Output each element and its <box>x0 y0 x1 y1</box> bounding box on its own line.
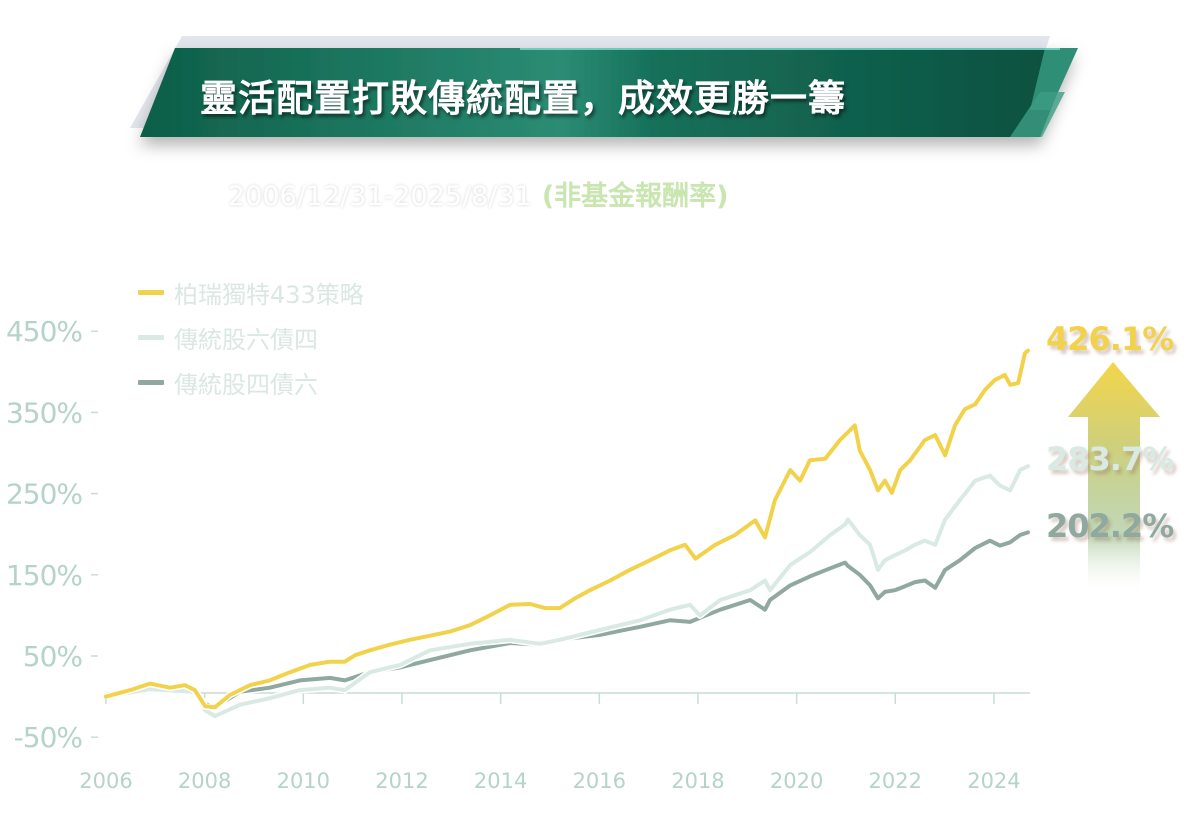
legend-swatch <box>138 380 164 385</box>
x-tick-label: 2022 <box>869 769 922 793</box>
legend-label: 柏瑞獨特433策略 <box>174 281 364 309</box>
x-tick-label: 2014 <box>474 769 527 793</box>
legend-swatch <box>138 335 164 340</box>
legend-label: 傳統股六債四 <box>174 326 318 354</box>
x-tick-label: 2010 <box>277 769 330 793</box>
y-tick-label: 350% <box>6 396 82 429</box>
y-tick-label: 450% <box>6 315 82 348</box>
series-line-2 <box>104 530 1030 710</box>
x-tick-label: 2012 <box>375 769 428 793</box>
date-range: 2006/12/31-2025/8/31 <box>228 181 532 212</box>
legend: 柏瑞獨特433策略 傳統股六債四 傳統股四債六 <box>138 270 364 405</box>
legend-item-40-60: 傳統股四債六 <box>138 360 364 405</box>
title-banner <box>130 36 1078 137</box>
y-tick-label: 250% <box>6 478 82 511</box>
up-arrow-icon <box>1068 362 1160 595</box>
end-label-40-60: 202.2% <box>1046 507 1174 545</box>
y-tick-label: -50% <box>14 721 83 754</box>
subtitle-note: (非基金報酬率) <box>541 181 729 212</box>
legend-item-60-40: 傳統股六債四 <box>138 315 364 360</box>
y-tick-label: 50% <box>23 640 83 673</box>
legend-label: 傳統股四債六 <box>174 371 318 399</box>
x-tick-label: 2018 <box>671 769 724 793</box>
end-label-strategy: 426.1% <box>1046 320 1174 358</box>
legend-swatch <box>138 290 164 295</box>
x-tick-label: 2020 <box>770 769 823 793</box>
x-tick-label: 2024 <box>967 769 1020 793</box>
x-tick-label: 2016 <box>573 769 626 793</box>
page-title: 靈活配置打敗傳統配置，成效更勝一籌 <box>200 77 846 120</box>
series-line-1 <box>104 464 1030 719</box>
legend-item-strategy: 柏瑞獨特433策略 <box>138 270 364 315</box>
x-tick-label: 2008 <box>178 769 231 793</box>
end-label-60-40: 283.7% <box>1046 440 1174 478</box>
subtitle: 2006/12/31-2025/8/31 (非基金報酬率) <box>228 174 729 213</box>
series-line-0 <box>104 348 1030 710</box>
y-tick-label: 150% <box>6 559 82 592</box>
x-tick-label: 2006 <box>79 769 132 793</box>
